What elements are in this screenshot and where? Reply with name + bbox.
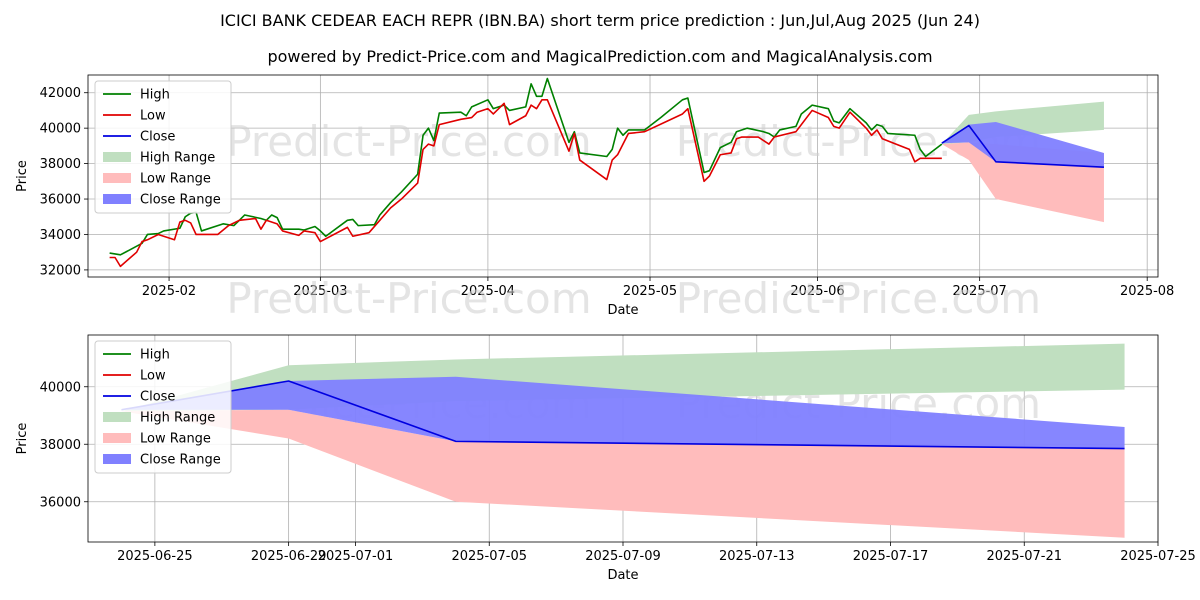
plot-frame bbox=[87, 74, 1159, 278]
x-tick-label: 2025-07-17 bbox=[853, 549, 929, 564]
watermark-text: Predict-Price.com bbox=[226, 274, 591, 323]
series-line-low bbox=[109, 99, 942, 268]
y-axis-title: Price bbox=[15, 160, 30, 192]
y-tick-label: 38000 bbox=[40, 438, 81, 453]
x-tick-label: 2025-06-25 bbox=[117, 549, 193, 564]
legend-label: High Range bbox=[140, 151, 215, 166]
x-tick-label: 2025-07-21 bbox=[986, 549, 1062, 564]
y-axis-title: Price bbox=[15, 423, 30, 455]
series-line-high bbox=[109, 77, 943, 256]
watermark-text: Predict-Price.com bbox=[676, 274, 1041, 323]
legend-label: High Range bbox=[140, 411, 215, 426]
y-tick-label: 40000 bbox=[40, 122, 81, 137]
legend-label: Low bbox=[140, 369, 166, 384]
y-tick-label: 34000 bbox=[40, 228, 81, 243]
legend-label: Close Range bbox=[140, 453, 221, 468]
x-tick-label: 2025-07-13 bbox=[719, 549, 795, 564]
legend-label: Close bbox=[140, 390, 175, 405]
x-tick-label: 2025-06-29 bbox=[251, 549, 327, 564]
y-tick-label: 40000 bbox=[40, 380, 81, 395]
plot-frame bbox=[87, 334, 1159, 543]
range-band-close-range bbox=[121, 376, 1125, 449]
x-tick-label: 2025-08 bbox=[1120, 284, 1174, 299]
legend-swatch-close-range bbox=[103, 454, 131, 464]
legend-swatch-close-range bbox=[103, 194, 131, 204]
x-axis-title: Date bbox=[607, 303, 638, 318]
x-tick-label: 2025-05 bbox=[623, 284, 677, 299]
legend-swatch-high-range bbox=[103, 152, 131, 162]
legend-swatch-high-range bbox=[103, 412, 131, 422]
y-tick-label: 38000 bbox=[40, 157, 81, 172]
legend-label: Low Range bbox=[140, 432, 211, 447]
watermark-text: Predict-Price.com bbox=[226, 117, 591, 166]
legend-swatch-low-range bbox=[103, 433, 131, 443]
y-tick-label: 42000 bbox=[40, 86, 81, 101]
x-tick-label: 2025-07-05 bbox=[451, 549, 527, 564]
range-band-close-range bbox=[941, 121, 1104, 168]
chart-title: ICICI BANK CEDEAR EACH REPR (IBN.BA) sho… bbox=[220, 11, 980, 30]
top-panel: 2025-02 2025-03 2025-04 2025-05 2025-06 2025-… bbox=[15, 74, 1174, 323]
x-tick-label: 2025-03 bbox=[293, 284, 347, 299]
legend-label: High bbox=[140, 88, 170, 103]
x-tick-label: 2025-06 bbox=[790, 284, 844, 299]
legend-swatch-low-range bbox=[103, 173, 131, 183]
legend-label: Close bbox=[140, 130, 175, 145]
x-tick-label: 2025-07-25 bbox=[1120, 549, 1196, 564]
series-line-close bbox=[941, 124, 1104, 168]
chart-subtitle: powered by Predict-Price.com and Magical… bbox=[267, 47, 932, 66]
legend-label: High bbox=[140, 348, 170, 363]
x-tick-label: 2025-04 bbox=[461, 284, 515, 299]
legend-label: Close Range bbox=[140, 193, 221, 208]
legend-label: Low Range bbox=[140, 172, 211, 187]
x-tick-label: 2025-07 bbox=[953, 284, 1007, 299]
legend-label: Low bbox=[140, 109, 166, 124]
y-tick-label: 32000 bbox=[40, 263, 81, 278]
x-tick-label: 2025-07-01 bbox=[318, 549, 394, 564]
y-tick-label: 36000 bbox=[40, 495, 81, 510]
x-tick-label: 2025-02 bbox=[142, 284, 196, 299]
x-tick-label: 2025-07-09 bbox=[585, 549, 661, 564]
x-axis-title: Date bbox=[607, 568, 638, 583]
y-tick-label: 36000 bbox=[40, 193, 81, 208]
range-band-low-range bbox=[121, 409, 1125, 538]
